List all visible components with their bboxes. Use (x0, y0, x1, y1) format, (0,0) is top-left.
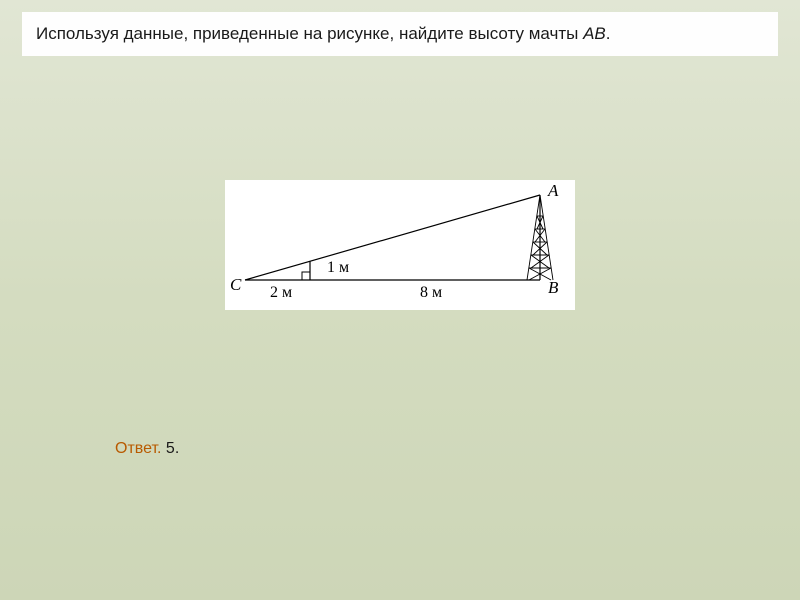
problem-text-2: . (606, 24, 611, 43)
answer-line: Ответ. 5. (115, 440, 179, 458)
problem-text-italic: AB (583, 24, 606, 43)
problem-text-1: Используя данные, приведенные на рисунке… (36, 24, 583, 43)
answer-value: 5. (166, 440, 179, 457)
geometry-diagram: A B C 2 м 8 м 1 м (225, 180, 575, 310)
segment-CA (245, 195, 540, 280)
right-angle-marker (302, 272, 310, 280)
label-B: B (548, 278, 559, 297)
label-C: C (230, 275, 242, 294)
measure-DE: 1 м (327, 259, 349, 276)
problem-statement: Используя данные, приведенные на рисунке… (22, 12, 778, 56)
measure-DB: 8 м (420, 284, 442, 301)
measure-CD: 2 м (270, 284, 292, 301)
label-A: A (547, 181, 559, 200)
answer-label: Ответ. (115, 440, 161, 457)
